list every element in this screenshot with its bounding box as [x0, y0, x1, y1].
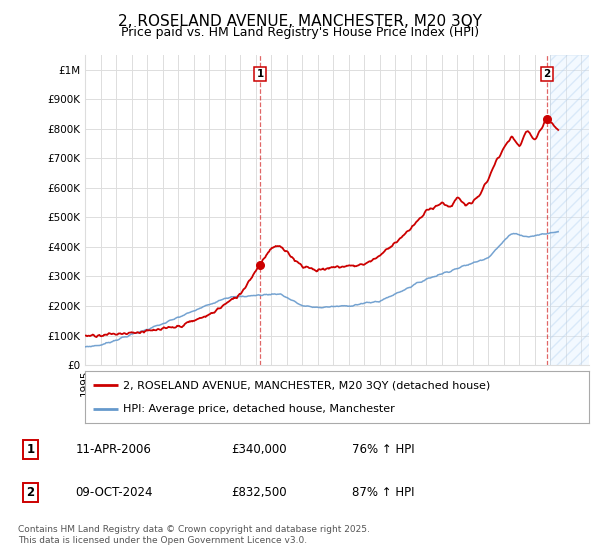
Text: 2: 2	[543, 69, 550, 79]
Text: Contains HM Land Registry data © Crown copyright and database right 2025.
This d: Contains HM Land Registry data © Crown c…	[18, 525, 370, 545]
Text: Price paid vs. HM Land Registry's House Price Index (HPI): Price paid vs. HM Land Registry's House …	[121, 26, 479, 39]
Text: £340,000: £340,000	[231, 443, 287, 456]
Text: 87% ↑ HPI: 87% ↑ HPI	[352, 486, 415, 499]
Text: 11-APR-2006: 11-APR-2006	[76, 443, 151, 456]
Text: 1: 1	[256, 69, 263, 79]
Text: HPI: Average price, detached house, Manchester: HPI: Average price, detached house, Manc…	[123, 404, 395, 414]
Text: 2, ROSELAND AVENUE, MANCHESTER, M20 3QY: 2, ROSELAND AVENUE, MANCHESTER, M20 3QY	[118, 14, 482, 29]
Text: 09-OCT-2024: 09-OCT-2024	[76, 486, 153, 499]
Text: 76% ↑ HPI: 76% ↑ HPI	[352, 443, 415, 456]
Bar	[550, 55, 589, 365]
Text: 1: 1	[26, 443, 35, 456]
Text: 2: 2	[26, 486, 35, 499]
Text: £832,500: £832,500	[231, 486, 287, 499]
Text: 2, ROSELAND AVENUE, MANCHESTER, M20 3QY (detached house): 2, ROSELAND AVENUE, MANCHESTER, M20 3QY …	[123, 380, 490, 390]
